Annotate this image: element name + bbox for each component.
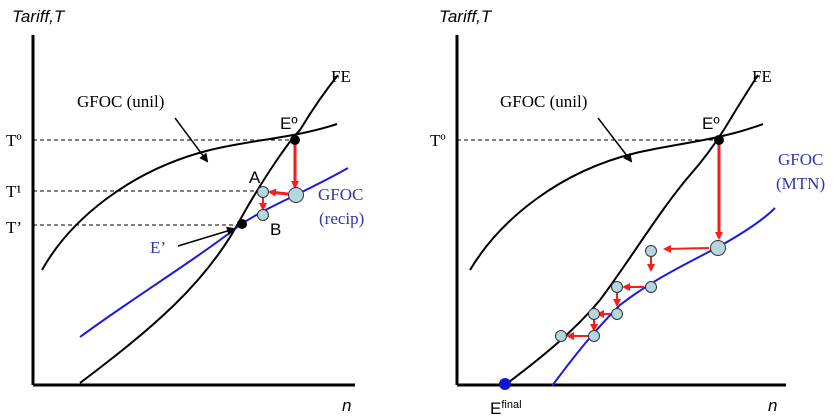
right-eo-label: Eº [702,114,720,133]
left-y-axis-label: Tariff,T [12,7,66,26]
left-gfoc-recip-label-2: (recip) [319,209,364,228]
right-red-arrow-2 [663,244,710,253]
left-gfoc-unil-label: GFOC (unil) [77,92,164,111]
right-gfoc-unil-label: GFOC (unil) [500,92,587,111]
left-gfoc-unil-pointer [174,117,209,163]
left-red-arrow-left [268,188,289,197]
right-point-fe-3 [588,308,600,320]
left-panel: Tariff,T n Tº T¹ T’ FE GFOC (unil) Eº A [6,7,364,415]
right-x-axis-label: n [768,396,777,415]
left-fe-label: FE [331,67,351,86]
right-point-mtn-4 [588,330,600,342]
left-point-eprime [237,219,247,229]
right-gfoc-mtn-label-1: GFOC [778,150,823,169]
right-point-mtn-1 [710,240,726,256]
left-e-prime-pointer [177,226,236,247]
right-point-fe-1 [645,245,657,257]
right-point-efinal [499,378,511,390]
right-point-mtn-2 [645,281,657,293]
left-e-prime-label: E’ [150,238,166,257]
right-efinal-label: Efinal [490,399,522,418]
right-point-fe-2 [611,281,623,293]
left-t1-label: T¹ [6,182,21,201]
left-tprime-label: T’ [6,218,22,237]
left-point-eo [290,135,300,145]
right-gfoc-mtn-label-2: (MTN) [776,174,825,193]
left-gfoc-unil-curve [41,123,338,271]
right-efinal-sup: final [501,399,521,411]
right-y-axis-label: Tariff,T [439,7,493,26]
right-gfoc-unil-pointer [597,117,633,163]
left-a-label: A [249,168,261,187]
right-point-mtn-3 [611,308,623,320]
right-point-fe-4 [555,330,567,342]
left-gfoc-recip-label-1: GFOC [318,185,363,204]
left-x-axis-label: n [342,396,351,415]
left-point-a [257,186,269,198]
left-point-recip [288,187,304,203]
left-gfoc-recip-curve [79,167,349,338]
right-efinal-main: E [490,399,501,418]
left-b-label: B [270,220,281,239]
left-point-b [257,209,269,221]
right-gfoc-mtn-curve [551,207,776,387]
right-t0-label: Tº [430,131,446,150]
left-t0-label: Tº [6,131,22,150]
left-fe-curve [79,74,339,384]
right-point-eo [714,135,724,145]
right-panel: Tariff,T n Tº FE GFOC ( [430,7,825,418]
left-eo-label: Eº [280,114,298,133]
right-fe-label: FE [752,67,772,86]
